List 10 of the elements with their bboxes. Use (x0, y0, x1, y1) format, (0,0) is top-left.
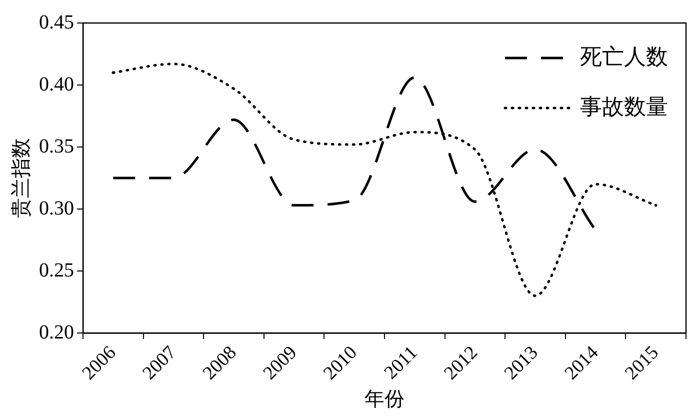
legend-label: 死亡人数 (580, 44, 668, 69)
y-tick-label: 0.35 (39, 135, 74, 158)
y-tick-label: 0.25 (39, 259, 74, 282)
y-axis-title: 贵兰指数 (10, 138, 32, 218)
legend-label: 事故数量 (580, 94, 668, 119)
y-tick-label: 0.20 (39, 321, 74, 344)
y-tick-label: 0.40 (39, 73, 74, 96)
y-tick-label: 0.30 (39, 197, 74, 220)
x-axis-title: 年份 (364, 388, 404, 410)
y-tick-label: 0.45 (39, 11, 74, 34)
